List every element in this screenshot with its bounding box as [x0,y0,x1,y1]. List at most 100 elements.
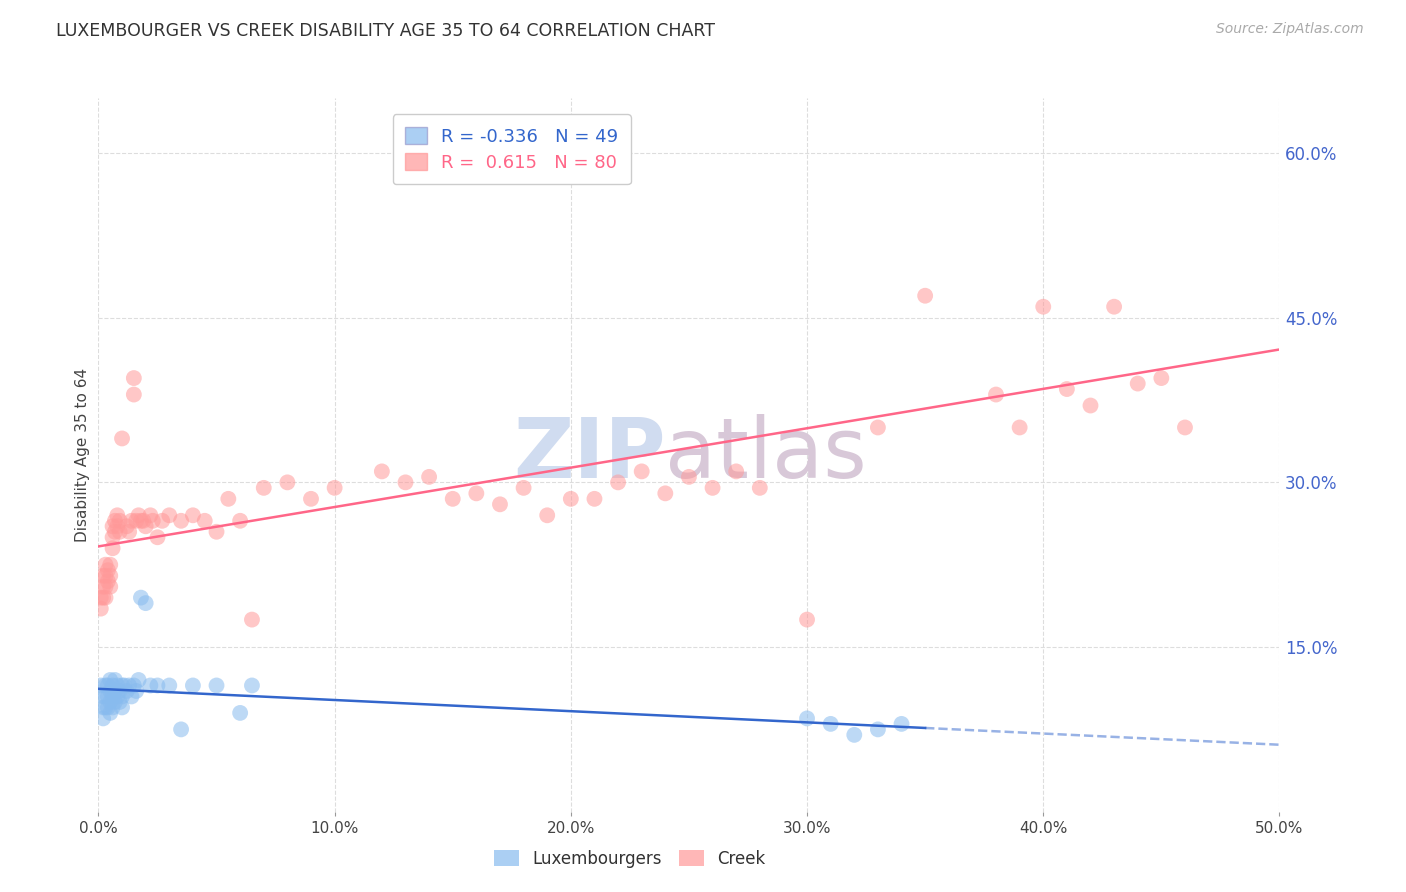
Point [132,514,155,528]
Point [94,558,117,572]
Point [150,514,173,528]
Point [91,591,114,605]
Text: atlas: atlas [665,415,868,495]
Point [181,508,204,523]
Point [111,700,134,714]
Point [748,481,770,495]
Point [104,695,127,709]
Point [91,580,114,594]
Point [560,491,582,506]
Point [115,684,138,698]
Point [90,601,112,615]
Point [91,690,114,704]
Text: LUXEMBOURGER VS CREEK DISABILITY AGE 35 TO 64 CORRELATION CHART: LUXEMBOURGER VS CREEK DISABILITY AGE 35 … [56,22,716,40]
Point [128,673,150,687]
Point [108,695,131,709]
Point [94,690,117,704]
Point [229,706,252,720]
Point [94,678,117,692]
Point [111,432,134,446]
Point [101,678,124,692]
Point [122,678,145,692]
Point [90,591,112,605]
Point [890,717,912,731]
Point [129,591,152,605]
Point [536,508,558,523]
Point [914,289,936,303]
Point [441,491,464,506]
Point [105,519,128,533]
Point [118,524,141,539]
Point [371,464,394,478]
Point [678,470,700,484]
Point [276,475,298,490]
Point [104,514,127,528]
Point [125,514,148,528]
Point [146,530,169,544]
Point [217,491,239,506]
Point [866,420,889,434]
Point [299,491,322,506]
Point [94,568,117,582]
Point [135,519,157,533]
Point [1080,399,1102,413]
Point [91,711,114,725]
Point [104,673,127,687]
Point [108,514,131,528]
Point [1174,420,1197,434]
Point [108,684,131,698]
Point [205,678,228,692]
Point [146,678,169,692]
Point [101,700,124,714]
Point [170,514,193,528]
Point [607,475,630,490]
Point [1056,382,1078,396]
Point [121,690,143,704]
Point [97,678,120,692]
Point [229,514,252,528]
Point [157,678,180,692]
Point [122,387,145,401]
Point [512,481,534,495]
Point [111,678,134,692]
Point [112,678,135,692]
Point [1102,300,1125,314]
Point [702,481,724,495]
Point [91,700,114,714]
Point [98,558,121,572]
Point [1032,300,1054,314]
Point [104,684,127,698]
Point [108,524,131,539]
Point [97,574,120,589]
Point [170,723,193,737]
Point [844,728,866,742]
Point [139,508,162,523]
Legend: Luxembourgers, Creek: Luxembourgers, Creek [488,844,772,875]
Point [90,678,112,692]
Point [139,678,162,692]
Point [101,690,124,704]
Text: Source: ZipAtlas.com: Source: ZipAtlas.com [1216,22,1364,37]
Point [240,678,263,692]
Point [129,514,152,528]
Point [984,387,1007,401]
Point [98,684,121,698]
Point [181,678,204,692]
Point [394,475,416,490]
Point [94,591,117,605]
Text: ZIP: ZIP [513,415,665,495]
Point [465,486,488,500]
Point [98,568,121,582]
Point [489,497,512,511]
Point [866,723,889,737]
Point [105,678,128,692]
Point [91,568,114,582]
Point [97,700,120,714]
Point [101,530,124,544]
Point [104,524,127,539]
Point [654,486,676,500]
Point [98,580,121,594]
Point [418,470,440,484]
Point [125,684,148,698]
Point [1008,420,1031,434]
